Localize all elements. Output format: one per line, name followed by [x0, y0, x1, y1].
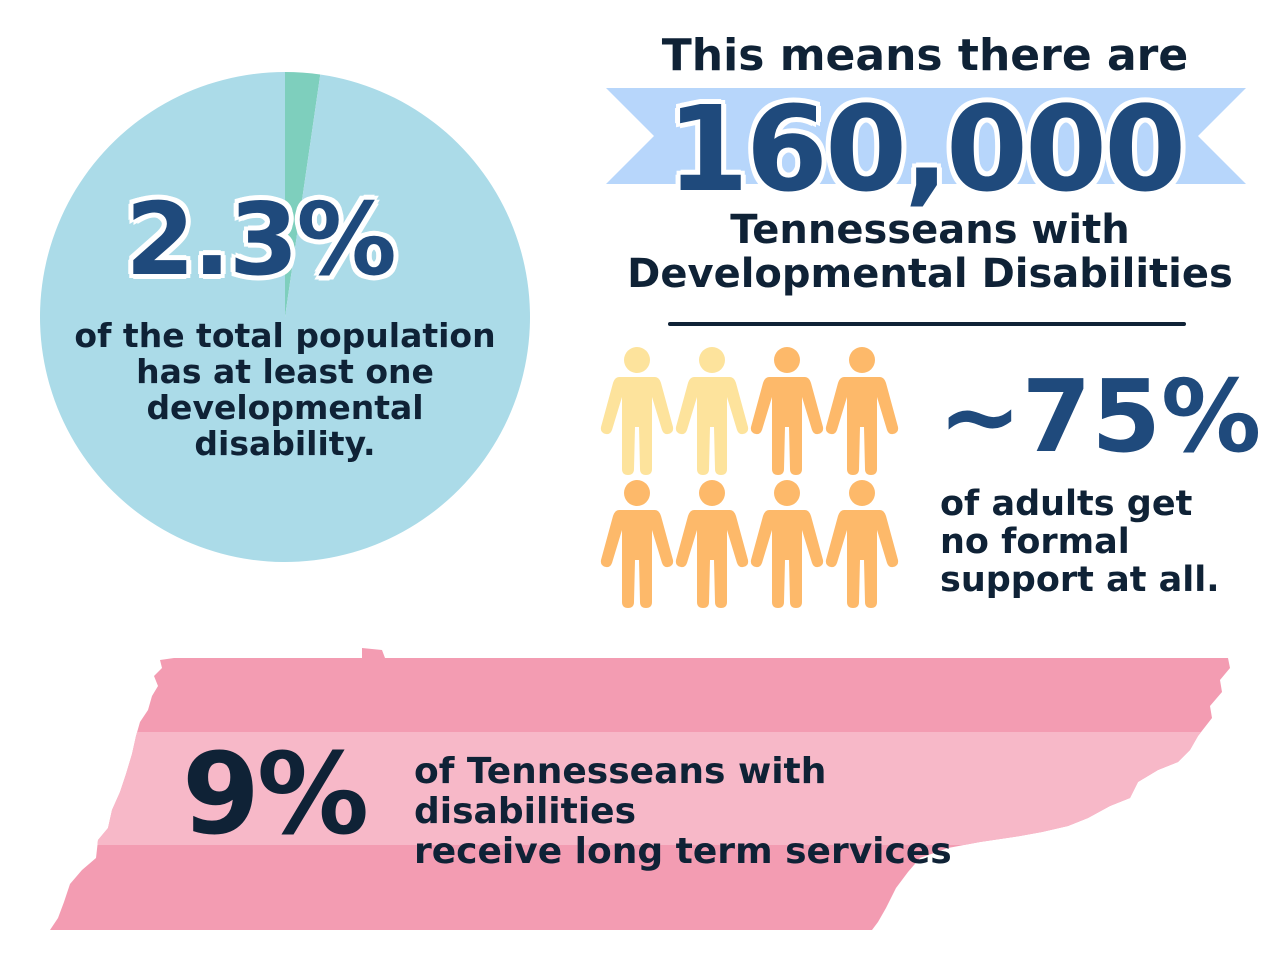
- pie-caption-line: disability.: [194, 424, 376, 463]
- person-icon: [825, 347, 899, 475]
- ribbon-banner: [606, 88, 1246, 184]
- pie-chart: [40, 72, 530, 562]
- person-icon: [750, 480, 824, 608]
- pie-caption-line: has at least one: [136, 352, 434, 391]
- services-stat-caption: of Tennesseans with disabilities receive…: [414, 752, 1054, 872]
- tennessee-band: [50, 732, 1230, 845]
- pie-stat-caption: of the total population has at least one…: [60, 318, 510, 462]
- headline-subtitle-line: Developmental Disabilities: [627, 251, 1233, 297]
- person-icon: [750, 347, 824, 475]
- services-caption-line: of Tennesseans with disabilities: [414, 751, 827, 832]
- adults-stat-caption: of adults get no formal support at all.: [940, 485, 1260, 599]
- pie-caption-line: of the total population: [74, 316, 496, 355]
- pie-stat-value: 2.3%: [125, 181, 396, 298]
- adults-caption-line: support at all.: [940, 560, 1220, 600]
- services-stat-value: 9%: [182, 730, 369, 860]
- pie-slice-1: [40, 72, 530, 562]
- people-icon-grid: [600, 347, 899, 608]
- adults-caption-line: no formal: [940, 522, 1130, 562]
- ribbon-shape: [606, 88, 1246, 184]
- tennessee-map: [50, 648, 1230, 930]
- person-icon: [600, 480, 674, 608]
- services-caption-line: receive long term services: [414, 831, 952, 872]
- divider: [668, 322, 1186, 326]
- headline-subtitle-line: Tennesseans with: [730, 207, 1130, 253]
- person-icon: [825, 480, 899, 608]
- person-icon: [675, 347, 749, 475]
- person-icon: [600, 347, 674, 475]
- adults-stat-value: ~75%: [938, 358, 1262, 475]
- pie-slice-0: [285, 72, 321, 317]
- headline-intro: This means there are: [661, 30, 1189, 81]
- headline-number: 160,000: [666, 80, 1186, 218]
- adults-caption-line: of adults get: [940, 484, 1193, 524]
- headline-subtitle: Tennesseans with Developmental Disabilit…: [600, 208, 1260, 296]
- pie-caption-line: developmental: [146, 388, 424, 427]
- person-icon: [675, 480, 749, 608]
